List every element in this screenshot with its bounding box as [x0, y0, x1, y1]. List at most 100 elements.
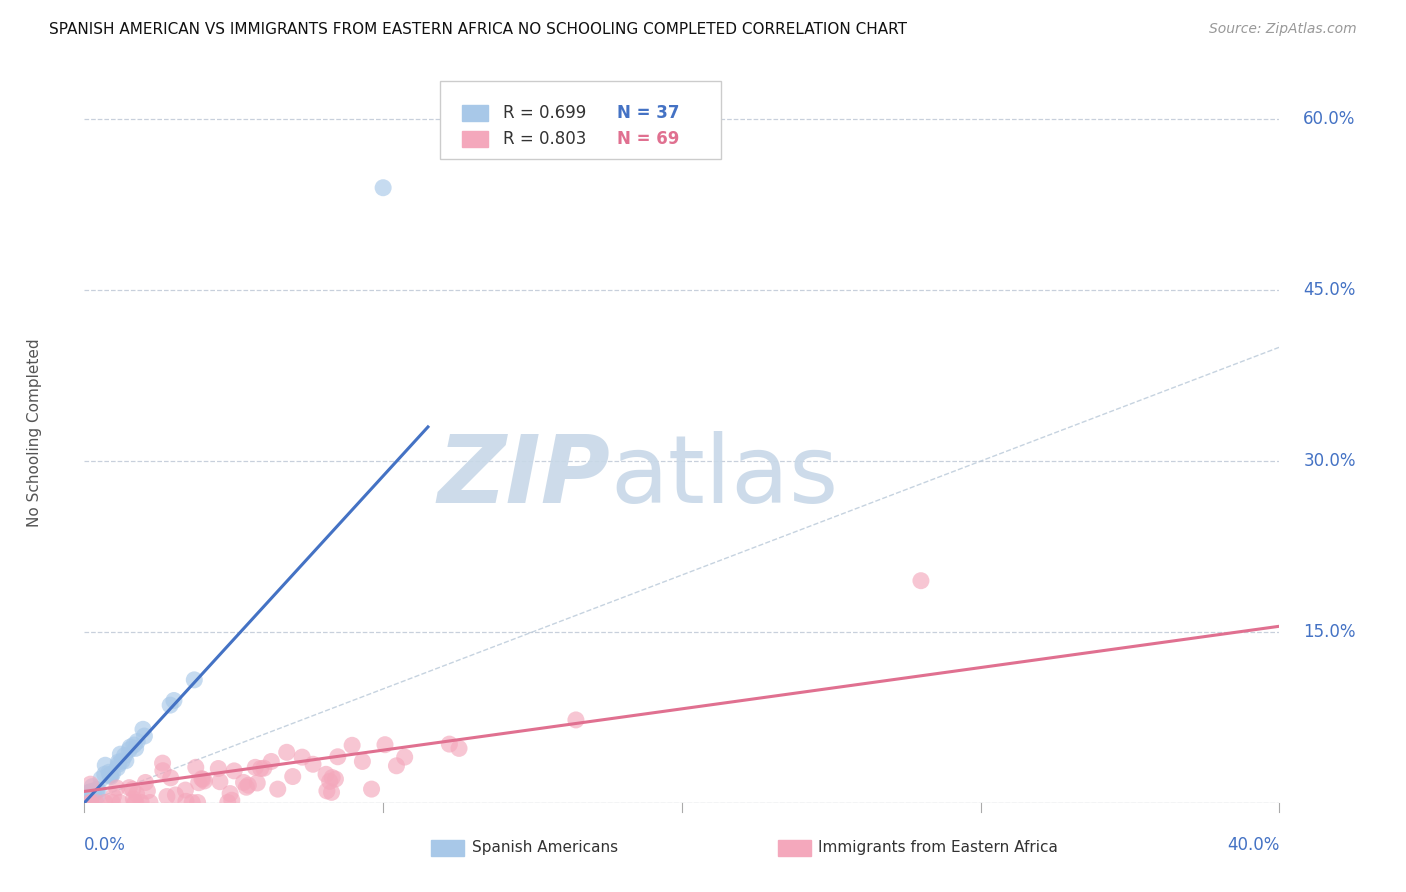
Text: 45.0%: 45.0% [1303, 281, 1355, 299]
Point [103, 789, 125, 804]
Point [87, 783, 110, 797]
Point [910, 574, 932, 588]
Text: N = 37: N = 37 [617, 103, 681, 122]
Point [235, 780, 257, 795]
Point [105, 761, 128, 775]
Text: R = 0.803: R = 0.803 [503, 129, 586, 148]
Point [118, 743, 141, 757]
Point [276, 745, 298, 759]
Point [79, 796, 101, 810]
Point [125, 796, 148, 810]
Point [260, 755, 283, 769]
Point [191, 772, 214, 787]
Point [110, 747, 132, 761]
Point [94, 767, 117, 781]
Point [79, 777, 101, 791]
Point [291, 750, 314, 764]
Point [447, 741, 470, 756]
Point [181, 796, 204, 810]
Text: Immigrants from Eastern Africa: Immigrants from Eastern Africa [818, 840, 1059, 855]
Point [75, 796, 97, 810]
Point [193, 774, 215, 789]
Point [394, 750, 416, 764]
Point [94, 758, 117, 772]
Text: No Schooling Completed: No Schooling Completed [27, 338, 42, 527]
Point [82, 787, 104, 801]
Point [439, 737, 461, 751]
Point [124, 796, 146, 810]
FancyBboxPatch shape [778, 840, 811, 856]
Point [302, 757, 325, 772]
Point [326, 749, 349, 764]
Point [281, 770, 304, 784]
Point [118, 780, 141, 795]
Point [249, 762, 271, 776]
Point [98, 765, 121, 780]
Point [325, 772, 347, 786]
Point [360, 782, 382, 797]
Point [101, 796, 124, 810]
Point [316, 784, 339, 798]
Point [80, 784, 103, 798]
Point [207, 762, 229, 776]
Text: atlas: atlas [610, 431, 838, 523]
Point [174, 794, 197, 808]
Point [232, 775, 254, 789]
Point [121, 782, 143, 797]
Text: 60.0%: 60.0% [1303, 111, 1355, 128]
FancyBboxPatch shape [463, 104, 488, 121]
Point [120, 740, 142, 755]
Point [76, 786, 98, 800]
Point [191, 772, 214, 786]
Point [79, 796, 101, 810]
Point [90, 772, 112, 786]
Point [127, 734, 149, 748]
Text: R = 0.699: R = 0.699 [503, 103, 586, 122]
Point [122, 738, 145, 752]
Point [374, 738, 396, 752]
Point [108, 796, 131, 810]
Point [98, 768, 121, 782]
Point [82, 780, 104, 794]
Point [340, 739, 363, 753]
Text: ZIP: ZIP [437, 431, 610, 523]
Text: SPANISH AMERICAN VS IMMIGRANTS FROM EASTERN AFRICA NO SCHOOLING COMPLETED CORREL: SPANISH AMERICAN VS IMMIGRANTS FROM EAST… [49, 22, 907, 37]
Point [129, 796, 152, 810]
Point [98, 767, 121, 781]
Point [152, 756, 174, 771]
FancyBboxPatch shape [432, 840, 464, 856]
Text: 30.0%: 30.0% [1303, 452, 1355, 470]
Point [165, 788, 187, 802]
Text: Source: ZipAtlas.com: Source: ZipAtlas.com [1209, 22, 1357, 37]
Point [73, 796, 96, 810]
Point [125, 787, 148, 801]
Point [315, 767, 337, 781]
Text: 0.0%: 0.0% [84, 836, 127, 855]
Point [246, 776, 269, 790]
Point [84, 796, 107, 810]
Text: 40.0%: 40.0% [1227, 836, 1279, 855]
Point [253, 761, 276, 775]
Point [156, 789, 179, 804]
Point [224, 764, 246, 778]
Point [221, 793, 243, 807]
Point [245, 760, 267, 774]
Point [373, 180, 395, 194]
FancyBboxPatch shape [463, 130, 488, 147]
Point [139, 796, 162, 810]
Point [184, 760, 207, 774]
Point [132, 723, 155, 737]
Point [159, 771, 181, 785]
Text: Spanish Americans: Spanish Americans [471, 840, 617, 855]
FancyBboxPatch shape [440, 81, 721, 159]
Point [163, 693, 186, 707]
Point [219, 787, 242, 801]
Point [187, 775, 209, 789]
Point [86, 782, 108, 797]
Point [136, 784, 159, 798]
Text: N = 69: N = 69 [617, 129, 679, 148]
Point [111, 754, 134, 768]
Point [217, 796, 239, 810]
Point [122, 792, 145, 806]
Point [159, 698, 181, 713]
